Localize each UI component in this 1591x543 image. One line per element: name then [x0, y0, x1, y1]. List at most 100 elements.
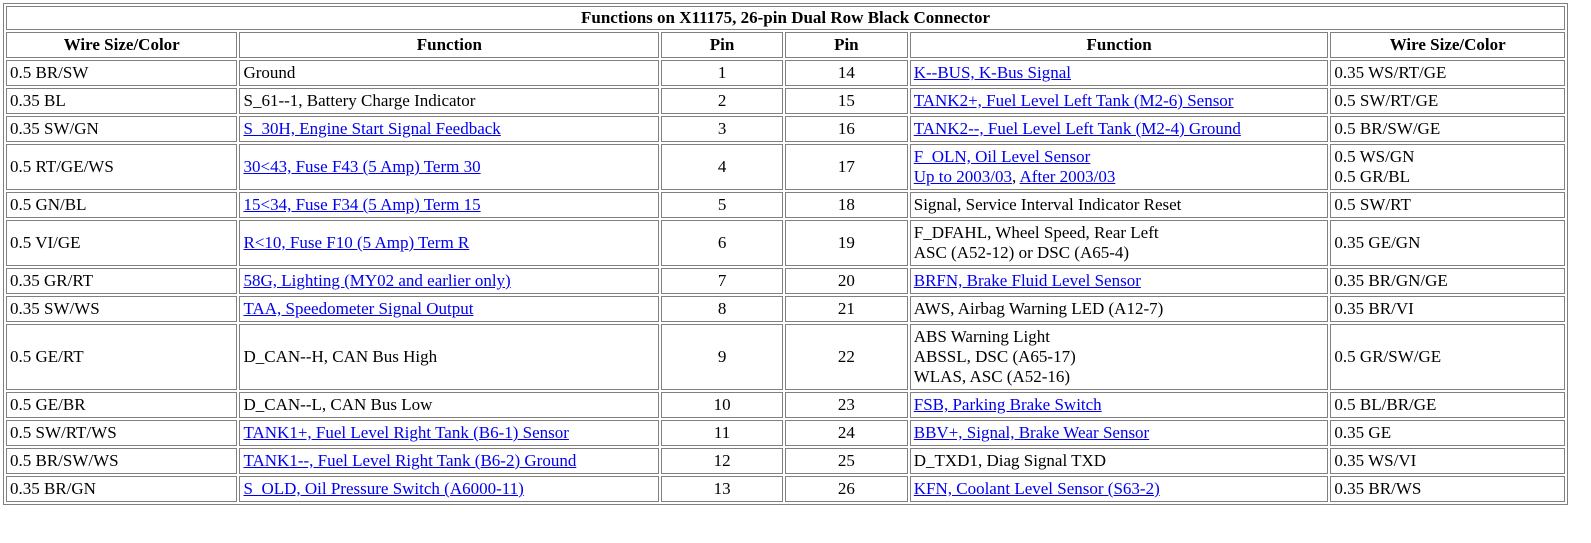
wire-color-value: 0.35 SW/WS: [10, 299, 100, 318]
function-link[interactable]: FSB, Parking Brake Switch: [913, 395, 1102, 414]
pin-right: 23: [784, 392, 908, 418]
function-link[interactable]: After 2003/03: [1019, 167, 1116, 186]
wire-color-value: 0.35 BR/GN/GE: [1334, 271, 1448, 290]
function-right: BRFN, Brake Fluid Level Sensor: [909, 268, 1329, 294]
wire-color-right: 0.35 BR/WS: [1330, 476, 1565, 502]
wire-color-left: 0.5 GE/RT: [6, 324, 238, 390]
function-right: D_TXD1, Diag Signal TXD: [909, 448, 1329, 474]
wire-color-value: 0.35 SW/GN: [10, 119, 99, 138]
function-text: Signal, Service Interval Indicator Reset: [913, 195, 1182, 214]
pin-right: 18: [784, 192, 908, 218]
wire-color-value: 0.35 BR/WS: [1334, 479, 1422, 498]
function-left: TANK1+, Fuel Level Right Tank (B6-1) Sen…: [239, 420, 660, 446]
table-row: 0.35 BR/GN S_OLD, Oil Pressure Switch (A6…: [6, 476, 1565, 502]
wire-color-value: 0.35 GE: [1334, 423, 1392, 442]
function-right: K--BUS, K-Bus Signal: [909, 60, 1329, 86]
wire-color-left: 0.35 SW/WS: [6, 296, 238, 322]
function-left: Ground: [239, 60, 660, 86]
function-right: ABS Warning Light ABSSL, DSC (A65-17) WLAS…: [909, 324, 1329, 390]
table-row: 0.35 BL S_61--1, Battery Charge Indicator…: [6, 88, 1565, 114]
function-link[interactable]: TANK2+, Fuel Level Left Tank (M2-6) Sens…: [913, 91, 1234, 110]
wire-color-value: 0.5 GR/BL: [1334, 167, 1410, 186]
table-row: 0.35 GR/RT 58G, Lighting (MY02 and earlie…: [6, 268, 1565, 294]
function-link[interactable]: TANK1--, Fuel Level Right Tank (B6-2) Gr…: [243, 451, 577, 470]
function-link[interactable]: 30<43, Fuse F43 (5 Amp) Term 30: [243, 157, 481, 176]
function-text: D_CAN--L, CAN Bus Low: [243, 395, 433, 414]
wire-color-right: 0.35 BR/GN/GE: [1330, 268, 1565, 294]
pin-right: 24: [784, 420, 908, 446]
table-row: 0.5 BR/SW/WS TANK1--, Fuel Level Right Ta…: [6, 448, 1565, 474]
wire-color-value: 0.35 WS/VI: [1334, 451, 1417, 470]
pin-right: 26: [784, 476, 908, 502]
function-link[interactable]: R<10, Fuse F10 (5 Amp) Term R: [243, 233, 470, 252]
wire-color-right: 0.5 BR/SW/GE: [1330, 116, 1565, 142]
pin-left: 6: [661, 220, 783, 266]
wire-color-left: 0.35 BL: [6, 88, 238, 114]
function-right: TANK2+, Fuel Level Left Tank (M2-6) Sens…: [909, 88, 1329, 114]
wire-color-value: 0.5 RT/GE/WS: [10, 157, 114, 176]
table-row: 0.35 SW/GN S_30H, Engine Start Signal Fee…: [6, 116, 1565, 142]
header-row: Wire Size/Color Function Pin Pin Functio…: [6, 32, 1565, 58]
wire-color-left: 0.5 SW/RT/WS: [6, 420, 238, 446]
pin-left: 9: [661, 324, 783, 390]
table-row: 0.5 BR/SW Ground 1 14 K--BUS, K-Bus Signal 0.…: [6, 60, 1565, 86]
function-link[interactable]: K--BUS, K-Bus Signal: [913, 63, 1071, 82]
table-title: Functions on X11175, 26-pin Dual Row Bla…: [6, 6, 1565, 30]
wire-color-value: 0.35 GR/RT: [10, 271, 94, 290]
wire-color-right: 0.35 GE: [1330, 420, 1565, 446]
function-text: AWS, Airbag Warning LED (A12-7): [913, 299, 1164, 318]
table-row: 0.5 RT/GE/WS 30<43, Fuse F43 (5 Amp) Term…: [6, 144, 1565, 190]
wire-color-left: 0.35 SW/GN: [6, 116, 238, 142]
function-link[interactable]: 58G, Lighting (MY02 and earlier only): [243, 271, 511, 290]
function-link[interactable]: Up to 2003/03: [913, 167, 1012, 186]
function-link[interactable]: S_OLD, Oil Pressure Switch (A6000-11): [243, 479, 524, 498]
wire-color-value: 0.5 SW/RT/GE: [1334, 91, 1439, 110]
pin-left: 8: [661, 296, 783, 322]
pin-left: 5: [661, 192, 783, 218]
table-row: 0.5 GE/BR D_CAN--L, CAN Bus Low 10 23 FSB, P…: [6, 392, 1565, 418]
function-right: TANK2--, Fuel Level Left Tank (M2-4) Gro…: [909, 116, 1329, 142]
function-link[interactable]: BBV+, Signal, Brake Wear Sensor: [913, 423, 1150, 442]
function-left: D_CAN--L, CAN Bus Low: [239, 392, 660, 418]
function-right: AWS, Airbag Warning LED (A12-7): [909, 296, 1329, 322]
function-text: S_61--1, Battery Charge Indicator: [243, 91, 476, 110]
pin-right: 19: [784, 220, 908, 266]
function-left: 58G, Lighting (MY02 and earlier only): [239, 268, 660, 294]
wire-color-right: 0.35 GE/GN: [1330, 220, 1565, 266]
header-function-left: Function: [239, 32, 660, 58]
pin-right: 14: [784, 60, 908, 86]
function-left: S_30H, Engine Start Signal Feedback: [239, 116, 660, 142]
function-link[interactable]: 15<34, Fuse F34 (5 Amp) Term 15: [243, 195, 481, 214]
header-pin-left: Pin: [661, 32, 783, 58]
function-right: F_DFAHL, Wheel Speed, Rear Left ASC (A52-…: [909, 220, 1329, 266]
table-row: 0.5 SW/RT/WS TANK1+, Fuel Level Right Tan…: [6, 420, 1565, 446]
pin-left: 10: [661, 392, 783, 418]
table-body: 0.5 BR/SW Ground 1 14 K--BUS, K-Bus Signal 0.…: [6, 60, 1565, 502]
function-left: 15<34, Fuse F34 (5 Amp) Term 15: [239, 192, 660, 218]
function-link[interactable]: TAA, Speedometer Signal Output: [243, 299, 474, 318]
pin-right: 16: [784, 116, 908, 142]
function-link[interactable]: TANK2--, Fuel Level Left Tank (M2-4) Gro…: [913, 119, 1241, 138]
pin-left: 7: [661, 268, 783, 294]
function-text: D_CAN--H, CAN Bus High: [243, 347, 438, 366]
pin-right: 22: [784, 324, 908, 390]
function-link[interactable]: F_OLN, Oil Level Sensor: [913, 147, 1091, 166]
function-right: BBV+, Signal, Brake Wear Sensor: [909, 420, 1329, 446]
wire-color-left: 0.35 BR/GN: [6, 476, 238, 502]
pin-right: 15: [784, 88, 908, 114]
wire-color-value: 0.5 GR/SW/GE: [1334, 347, 1442, 366]
function-link[interactable]: KFN, Coolant Level Sensor (S63-2): [913, 479, 1160, 498]
function-right: F_OLN, Oil Level Sensor Up to 2003/03, Af…: [909, 144, 1329, 190]
function-text: ABSSL, DSC (A65-17): [913, 347, 1076, 366]
wire-color-left: 0.5 BR/SW: [6, 60, 238, 86]
function-link[interactable]: S_30H, Engine Start Signal Feedback: [243, 119, 501, 138]
wire-color-value: 0.5 SW/RT: [1334, 195, 1411, 214]
pin-right: 25: [784, 448, 908, 474]
wire-color-value: 0.5 BR/SW/GE: [1334, 119, 1441, 138]
pinout-document: Functions on X11175, 26-pin Dual Row Bla…: [3, 3, 1568, 505]
function-link[interactable]: BRFN, Brake Fluid Level Sensor: [913, 271, 1141, 290]
pin-left: 1: [661, 60, 783, 86]
wire-color-value: 0.5 GE/RT: [10, 347, 84, 366]
function-link[interactable]: TANK1+, Fuel Level Right Tank (B6-1) Sen…: [243, 423, 569, 442]
